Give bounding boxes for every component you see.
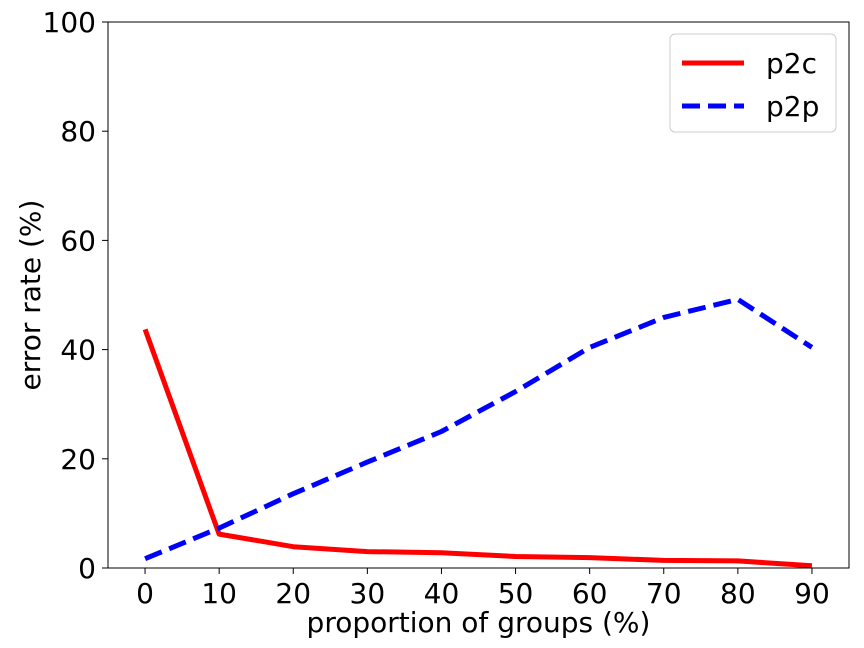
y-tick-label: 100 — [43, 6, 96, 39]
x-axis-label: proportion of groups (%) — [307, 606, 651, 639]
series-layer — [142, 296, 814, 569]
x-tick-label: 70 — [646, 577, 682, 610]
y-axis-label: error rate (%) — [14, 200, 47, 391]
series-line-p2p — [144, 296, 814, 562]
y-tick-label: 40 — [60, 334, 96, 367]
x-tick-label: 60 — [572, 577, 608, 610]
x-tick-label: 90 — [794, 577, 830, 610]
x-tick-label: 10 — [201, 577, 237, 610]
x-axis: 0 10 20 30 40 50 60 70 80 90 — [136, 568, 830, 610]
x-tick-label: 40 — [424, 577, 460, 610]
y-tick-label: 60 — [60, 224, 96, 257]
legend-label-p2c: p2c — [766, 47, 817, 80]
x-tick-label: 20 — [275, 577, 311, 610]
legend-label-p2p: p2p — [766, 90, 819, 123]
y-axis: 0 20 40 60 80 100 — [43, 6, 108, 585]
y-tick-label: 80 — [60, 115, 96, 148]
x-tick-label: 0 — [136, 577, 154, 610]
x-tick-label: 80 — [720, 577, 756, 610]
series-line-p2c — [142, 328, 813, 569]
x-tick-label: 30 — [350, 577, 386, 610]
x-tick-label: 50 — [498, 577, 534, 610]
y-tick-label: 0 — [78, 552, 96, 585]
plot-area-frame — [107, 21, 850, 569]
y-tick-label: 20 — [60, 443, 96, 476]
